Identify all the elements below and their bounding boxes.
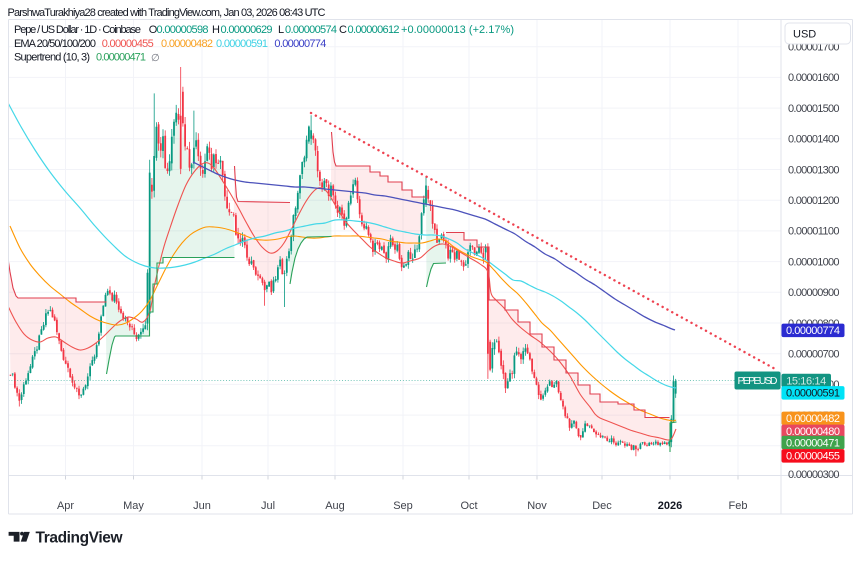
- svg-text:0.00000774: 0.00000774: [274, 38, 326, 50]
- svg-text:0.00000300: 0.00000300: [788, 469, 840, 481]
- svg-text:∅: ∅: [151, 53, 160, 64]
- svg-text:Apr: Apr: [57, 500, 74, 512]
- svg-text:Sep: Sep: [393, 500, 413, 512]
- svg-text:0.00000900: 0.00000900: [788, 287, 840, 299]
- svg-text:Oct: Oct: [460, 500, 477, 512]
- svg-text:May: May: [123, 500, 144, 512]
- svg-text:USD: USD: [793, 29, 816, 41]
- svg-text:0.00000574: 0.00000574: [285, 24, 337, 36]
- svg-text:0.00000612: 0.00000612: [348, 24, 400, 36]
- svg-text:0.00000455: 0.00000455: [786, 451, 840, 463]
- svg-text:ParshwaTurakhiya28 created wit: ParshwaTurakhiya28 created with TradingV…: [8, 7, 326, 19]
- svg-text:O: O: [149, 24, 158, 36]
- svg-text:Dec: Dec: [592, 500, 612, 512]
- svg-text:+0.00000013 (+2.17%): +0.00000013 (+2.17%): [401, 24, 514, 36]
- svg-text:TradingView: TradingView: [36, 529, 124, 546]
- svg-text:0.00001300: 0.00001300: [788, 164, 840, 176]
- svg-text:0.00000455: 0.00000455: [102, 38, 154, 50]
- svg-text:0.00000591: 0.00000591: [786, 388, 840, 400]
- svg-text:0.00001500: 0.00001500: [788, 103, 840, 115]
- svg-text:Nov: Nov: [527, 500, 547, 512]
- svg-text:C: C: [339, 24, 347, 36]
- svg-text:2026: 2026: [658, 500, 682, 512]
- svg-text:0.00000480: 0.00000480: [786, 426, 840, 438]
- svg-text:Jul: Jul: [261, 500, 275, 512]
- svg-text:Feb: Feb: [729, 500, 748, 512]
- svg-text:L: L: [278, 24, 284, 36]
- svg-text:0.00000629: 0.00000629: [221, 24, 273, 36]
- svg-text:0.00000482: 0.00000482: [161, 38, 213, 50]
- svg-text:0.00000482: 0.00000482: [786, 413, 840, 425]
- svg-text:0.00000774: 0.00000774: [786, 325, 840, 337]
- svg-text:Jun: Jun: [193, 500, 211, 512]
- svg-text:0.00001400: 0.00001400: [788, 134, 840, 146]
- svg-text:0.00000598: 0.00000598: [157, 24, 209, 36]
- svg-text:0.00000591: 0.00000591: [216, 38, 268, 50]
- svg-text:0.00000471: 0.00000471: [786, 437, 840, 449]
- svg-text:0.00001600: 0.00001600: [788, 72, 840, 84]
- svg-text:H: H: [212, 24, 220, 36]
- svg-text:Aug: Aug: [325, 500, 345, 512]
- svg-text:0.00001100: 0.00001100: [788, 226, 840, 238]
- svg-text:Pepe / US Dollar · 1D · Coinba: Pepe / US Dollar · 1D · Coinbase: [14, 24, 141, 36]
- svg-text:0.00001200: 0.00001200: [788, 195, 840, 207]
- svg-text:15:16:14: 15:16:14: [786, 375, 826, 387]
- svg-text:0.00000471: 0.00000471: [96, 52, 146, 64]
- svg-text:0.00000700: 0.00000700: [788, 349, 840, 361]
- svg-text:EMA 20/50/100/200: EMA 20/50/100/200: [14, 38, 96, 50]
- svg-text:Supertrend (10, 3): Supertrend (10, 3): [14, 52, 90, 64]
- svg-text:0.00001000: 0.00001000: [788, 256, 840, 268]
- svg-text:PEPEUSD: PEPEUSD: [738, 375, 778, 387]
